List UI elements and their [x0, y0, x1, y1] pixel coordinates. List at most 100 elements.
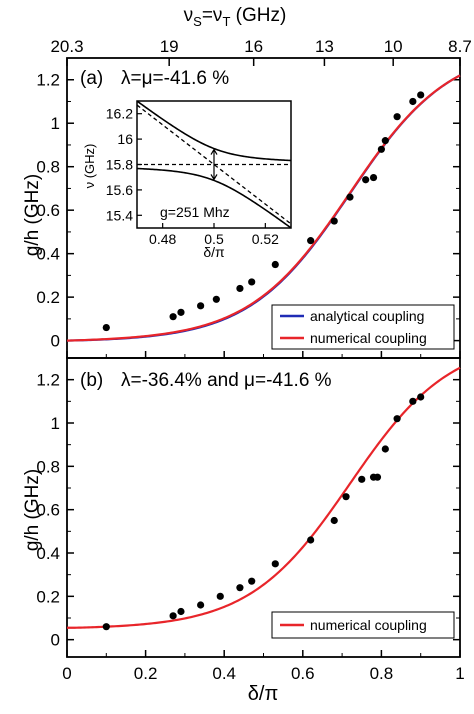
inset-y-tick-label: 15.8 [106, 157, 133, 173]
panel-b-ticks: 0 0.2 0.4 0.6 0.8 1 1.2 0 0.2 0.4 0.6 0.8 1 [36, 371, 464, 683]
panel-b: 0 0.2 0.4 0.6 0.8 1 1.2 0 0.2 0.4 0.6 0.8 1 (b) λ=-3… [22, 357, 465, 705]
panel-a: 0 0.2 0.4 0.6 0.8 1 1.2 (a) λ=μ=-41.6 % g/h (G… [22, 57, 461, 359]
panel-a-annotation: λ=μ=-41.6 % [121, 68, 229, 89]
inset-ticks: 0.48 0.5 0.52 15.4 15.6 15.8 16 16.2 [106, 106, 279, 247]
data-point [169, 612, 177, 620]
data-point [409, 397, 417, 405]
data-point [342, 493, 350, 501]
y-tick-label: 0 [51, 332, 60, 351]
x-tick-label: 0 [62, 664, 71, 683]
data-point [197, 302, 205, 310]
data-point [212, 295, 220, 303]
x-tick-label: 0.6 [291, 664, 315, 683]
top-axis: 20.3 19 16 13 10 8.7 [50, 37, 472, 66]
y-tick-label: 0.6 [36, 201, 60, 220]
data-point [409, 97, 417, 106]
y-tick-label: 0.4 [36, 544, 60, 563]
data-point [377, 145, 385, 153]
data-point [417, 393, 425, 401]
data-point [358, 475, 366, 483]
panel-a-curves [66, 74, 461, 342]
series-line-numerical-coupling [66, 74, 461, 342]
data-point [330, 217, 338, 225]
panel-b-points [102, 393, 425, 631]
data-point [197, 601, 205, 609]
y-tick-label: 1 [51, 414, 60, 433]
series-line-numerical-coupling [67, 366, 461, 629]
data-point [346, 193, 354, 201]
data-point [236, 284, 244, 293]
top-tick-label: 20.3 [50, 37, 83, 56]
x-tick-label: 0.2 [134, 664, 158, 683]
x-axis-title: δ/π [248, 683, 279, 705]
inset-x-tick-label: 0.48 [149, 231, 176, 247]
top-tick-label: 13 [315, 37, 334, 56]
data-point [307, 536, 315, 544]
y-tick-label: 0.4 [36, 245, 60, 264]
data-point [307, 237, 315, 245]
top-tick-label: 10 [384, 37, 403, 56]
data-point [248, 278, 256, 286]
panel-b-legend: numerical coupling [271, 611, 455, 639]
data-point [393, 113, 401, 121]
legend-numerical-a-label: numerical coupling [310, 330, 427, 346]
panel-b-ylabel: g/h (GHz) [22, 469, 43, 551]
data-point [177, 607, 185, 616]
inset-ylabel: ν (GHz) [82, 144, 97, 189]
data-point [417, 91, 425, 99]
inset-y-tick-label: 16.2 [106, 106, 133, 122]
top-tick-label: 8.7 [448, 37, 472, 56]
y-tick-label: 1.2 [36, 371, 60, 390]
data-point [381, 445, 389, 453]
inset-x-tick-label: 0.52 [252, 231, 279, 247]
data-point [236, 584, 244, 592]
x-tick-label: 1 [455, 664, 464, 683]
data-point [381, 137, 389, 145]
data-point [373, 473, 382, 481]
data-point [169, 313, 177, 321]
inset-x-tick-label: 0.5 [204, 231, 224, 247]
inset-annotation: g=251 Mhz [160, 204, 230, 220]
panel-a-legend: analytical coupling numerical coupling [271, 304, 455, 350]
y-tick-label: 0.8 [36, 457, 60, 476]
data-point [271, 260, 279, 269]
inset-y-tick-label: 15.6 [106, 182, 133, 198]
inset-xlabel: δ/π [203, 244, 225, 260]
top-tick-label: 16 [244, 37, 263, 56]
data-point [102, 323, 110, 332]
panel-a-points [102, 91, 425, 332]
legend-numerical-b-label: numerical coupling [310, 617, 427, 633]
data-point [362, 176, 370, 184]
inset-y-tick-label: 15.4 [106, 207, 133, 223]
data-point [330, 516, 338, 525]
x-tick-label: 0.8 [370, 664, 394, 683]
data-point [271, 560, 279, 568]
panel-b-annotation: λ=-36.4% and μ=-41.6 % [121, 370, 332, 391]
data-point [393, 415, 401, 423]
panel-a-ylabel: g/h (GHz) [22, 174, 43, 256]
panel-a-ticks: 0 0.2 0.4 0.6 0.8 1 1.2 [36, 71, 461, 358]
data-point [248, 577, 256, 585]
y-tick-label: 1 [51, 114, 60, 133]
data-point [102, 623, 110, 631]
x-tick-label: 0.4 [212, 664, 236, 683]
panel-b-curves [67, 366, 461, 629]
data-point [177, 308, 185, 316]
top-tick-label: 19 [160, 37, 179, 56]
data-point [369, 173, 378, 182]
y-tick-label: 1.2 [36, 71, 60, 90]
panel-b-label: (b) [80, 370, 103, 391]
y-tick-label: 0 [51, 631, 60, 650]
y-tick-label: 0.8 [36, 158, 60, 177]
inset-curves [136, 100, 292, 229]
inset-y-tick-label: 16 [117, 131, 133, 147]
top-axis-title: νS=νT (GHz) [184, 5, 287, 29]
legend-analytical-label: analytical coupling [310, 308, 424, 324]
data-point [216, 592, 224, 600]
y-tick-label: 0.2 [36, 288, 60, 307]
y-tick-label: 0.2 [36, 587, 60, 606]
y-tick-label: 0.6 [36, 501, 60, 520]
panel-a-label: (a) [80, 68, 103, 89]
